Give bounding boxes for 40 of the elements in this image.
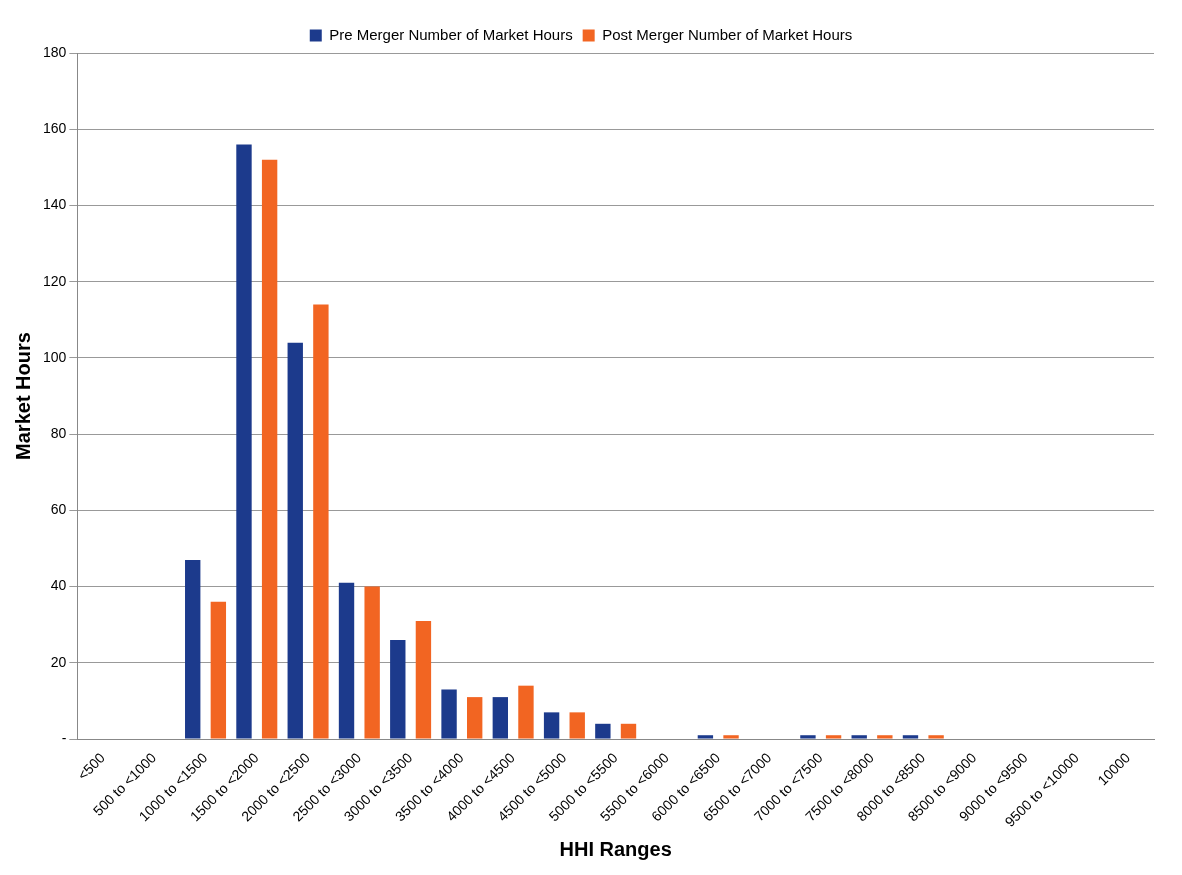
y-tick-label: 180 — [43, 43, 67, 60]
y-tick-label: 40 — [50, 577, 67, 594]
y-tick-label: 60 — [50, 501, 67, 518]
bar — [210, 601, 227, 739]
bar — [185, 559, 201, 739]
bar — [928, 735, 944, 739]
bar — [518, 685, 534, 739]
bar — [364, 586, 380, 739]
y-tick-label: - — [61, 729, 67, 746]
y-tick-label: 80 — [50, 424, 67, 441]
bar — [800, 735, 816, 739]
bar — [595, 723, 611, 739]
bar — [697, 735, 714, 739]
bar — [415, 620, 432, 739]
bar — [441, 689, 457, 739]
bar — [902, 735, 919, 739]
bar — [338, 582, 355, 739]
legend-label: Pre Merger Number of Market Hours — [329, 25, 573, 43]
bar — [390, 639, 406, 739]
bar — [723, 735, 739, 739]
bar — [877, 735, 893, 739]
bar — [467, 697, 483, 739]
y-tick-label: 160 — [43, 120, 67, 137]
y-tick-label: 140 — [43, 196, 67, 213]
bar — [492, 697, 509, 739]
y-tick-label: 120 — [43, 272, 67, 289]
bar — [236, 144, 252, 739]
bar — [313, 304, 329, 739]
y-tick-label: 20 — [50, 653, 67, 670]
bar — [261, 159, 278, 739]
legend-label: Post Merger Number of Market Hours — [602, 25, 853, 43]
x-axis-title: HHI Ranges — [559, 837, 672, 860]
bar — [543, 712, 560, 739]
y-axis-title: Market Hours — [11, 332, 34, 460]
bar — [569, 712, 585, 739]
bar — [620, 723, 637, 739]
bar — [825, 735, 842, 739]
bar — [851, 735, 867, 739]
y-tick-label: 100 — [43, 348, 67, 365]
bar — [287, 342, 303, 739]
